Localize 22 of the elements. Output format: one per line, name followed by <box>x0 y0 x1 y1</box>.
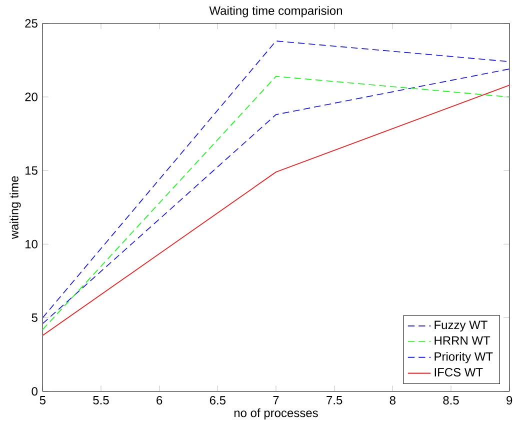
x-tick-label: 6 <box>156 396 162 405</box>
y-tick-label: 20 <box>25 92 38 102</box>
legend-label: Priority WT <box>434 352 493 364</box>
x-tick-label: 5.5 <box>93 396 109 404</box>
x-tick-label: 6.5 <box>210 396 226 405</box>
x-tick-label: 7 <box>273 396 279 404</box>
y-tick-label: 15 <box>26 166 38 175</box>
chart-title: Waiting time comparision <box>209 6 342 18</box>
x-tick-label: 5 <box>40 396 46 404</box>
legend-label: HRRN WT <box>434 336 490 345</box>
x-tick-label: 7.5 <box>326 396 342 404</box>
y-tick-label: 10 <box>26 240 38 248</box>
x-axis-title: no of processes <box>234 408 318 420</box>
y-tick-label: 5 <box>32 314 38 322</box>
x-tick-label: 8.5 <box>443 396 459 405</box>
y-tick-label: 25 <box>25 19 38 28</box>
y-tick-label: 0 <box>32 387 38 396</box>
legend-label: IFCS WT <box>434 368 483 376</box>
legend-label: Fuzzy WT <box>434 320 488 332</box>
x-tick-label: 9 <box>506 396 512 405</box>
y-axis-title: waiting time <box>10 176 21 240</box>
x-tick-label: 8 <box>390 396 396 405</box>
